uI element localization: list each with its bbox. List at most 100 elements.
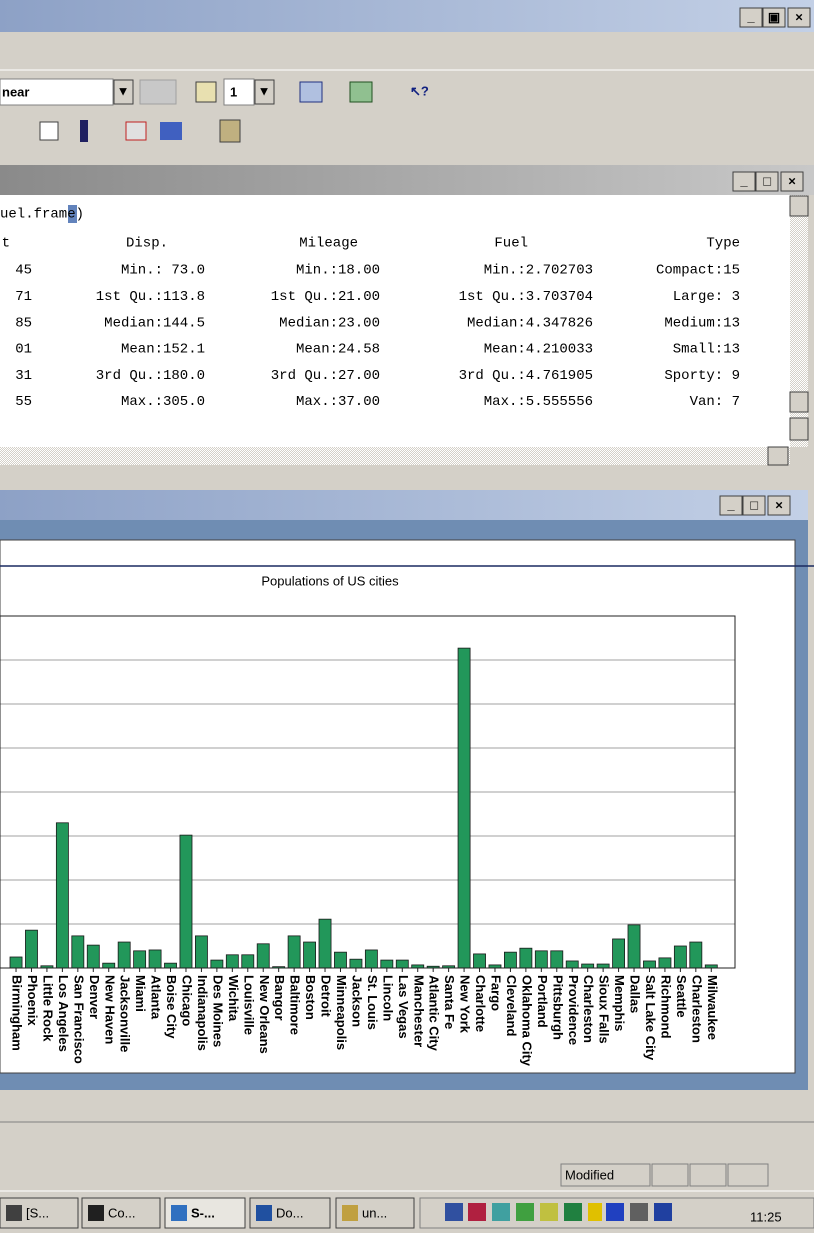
svg-text:□: □: [750, 497, 758, 512]
x-tick-label: Milwaukee: [705, 975, 720, 1040]
x-tick-label: Santa Fe: [442, 975, 457, 1029]
svg-text:×: ×: [775, 497, 783, 512]
x-tick-label: Charleston: [581, 975, 596, 1043]
summary-cell: Large: 3: [673, 289, 740, 305]
summary-cell: Sporty: 9: [664, 368, 740, 384]
task-label: [S...: [26, 1205, 49, 1220]
summary-cell: 1st Qu.:21.00: [271, 289, 380, 305]
window-buttons[interactable]: _ ▣ ×: [739, 7, 811, 28]
console-output: uel.frame) t Disp. Mileage Fuel Type 45 Min.: 7…: [0, 207, 740, 411]
summary-cell: 1st Qu.:3.703704: [459, 289, 593, 305]
graph-title-bar: [0, 490, 808, 520]
window-buttons[interactable]: _ □ ×: [719, 495, 791, 516]
summary-cell: Van: 7: [690, 394, 740, 410]
task-buttons: [S... Co... S-... Do... un...: [0, 1197, 415, 1229]
combo-arrow[interactable]: [254, 79, 275, 105]
graph-page: [0, 539, 796, 1074]
x-tick-label: Boston: [303, 975, 318, 1020]
x-tick-label: Baltimore: [288, 975, 303, 1035]
task-icon: [256, 1205, 272, 1221]
bar: [395, 959, 409, 969]
bar: [210, 959, 224, 969]
tool-button[interactable]: [39, 121, 59, 141]
title-bar: [0, 0, 814, 32]
page-combo[interactable]: [223, 78, 255, 106]
bar: [71, 935, 85, 969]
bar: [380, 959, 394, 969]
bar: [627, 924, 641, 969]
task-label: S-...: [191, 1205, 215, 1220]
tool-button[interactable]: [299, 81, 323, 103]
x-tick-label: Louisville: [241, 975, 256, 1035]
summary-cell: Median:144.5: [104, 315, 205, 331]
bar: [349, 958, 363, 969]
bar: [148, 949, 162, 969]
bar: [596, 963, 610, 969]
summary-cell: Mean:24.58: [296, 342, 380, 358]
bar: [473, 953, 486, 969]
status-pane: [689, 1163, 727, 1187]
x-tick-label: Cleveland: [504, 975, 519, 1036]
tool-button[interactable]: [160, 122, 182, 140]
combo-box[interactable]: [0, 78, 114, 106]
x-tick-label: Fargo: [489, 975, 504, 1011]
plot-frame: [0, 615, 736, 969]
bar: [364, 949, 378, 969]
svg-text:_: _: [739, 173, 748, 188]
x-tick-label: Atlantic City: [427, 975, 442, 1052]
bar: [241, 954, 255, 969]
summary-cell: 55: [15, 394, 32, 410]
console-line: uel.frame): [0, 207, 84, 223]
summary-cell: Mean:4.210033: [484, 342, 593, 358]
x-tick-label: Des Moines: [210, 975, 225, 1047]
tool-button[interactable]: [349, 81, 373, 103]
combo-arrow[interactable]: [113, 79, 134, 105]
bar: [256, 943, 270, 969]
column-header: t: [2, 236, 10, 252]
bar: [9, 956, 23, 969]
svg-text:▣: ▣: [768, 9, 780, 24]
x-tick-label: Seattle: [674, 975, 689, 1018]
window-buttons[interactable]: _ □ ×: [732, 171, 804, 192]
task-label: Do...: [276, 1205, 303, 1220]
bar: [673, 945, 687, 969]
x-tick-label: Providence: [566, 975, 581, 1045]
x-tick-label: Jackson: [349, 975, 364, 1027]
bar: [225, 954, 239, 969]
bar: [287, 935, 301, 969]
summary-cell: 1st Qu.:113.8: [96, 289, 205, 305]
tool-button[interactable]: [139, 79, 177, 105]
bar: [102, 962, 116, 969]
x-tick-label: Los Angeles: [56, 975, 71, 1052]
x-tick-label: Charleston: [689, 975, 704, 1043]
bar: [689, 941, 703, 969]
summary-cell: Max.:5.555556: [484, 394, 593, 410]
summary-cell: Mean:152.1: [121, 342, 205, 358]
chart-title: Populations of US cities: [261, 573, 399, 588]
tool-button[interactable]: [219, 119, 241, 143]
summary-cell: 01: [15, 342, 32, 358]
tool-button[interactable]: [80, 120, 88, 142]
bar: [194, 935, 208, 969]
summary-cell: Median:4.347826: [467, 315, 593, 331]
tool-button[interactable]: [125, 121, 147, 141]
bar: [334, 951, 347, 969]
help-button[interactable]: ↖?: [410, 83, 429, 98]
x-tick-label: Denver: [87, 975, 102, 1019]
summary-cell: 3rd Qu.:180.0: [96, 368, 205, 384]
svg-text:×: ×: [788, 173, 796, 188]
column-header: Fuel: [494, 236, 528, 252]
x-tick-label: Miami: [133, 975, 148, 1012]
bar: [658, 957, 672, 969]
summary-cell: Compact:15: [656, 263, 740, 279]
summary-cell: 71: [15, 289, 32, 305]
x-tick-label: Dallas: [628, 975, 643, 1013]
console-text-area[interactable]: [0, 195, 790, 447]
vertical-scrollbar[interactable]: [790, 195, 808, 447]
horizontal-scrollbar[interactable]: [0, 447, 790, 465]
summary-cell: Min.:2.702703: [484, 263, 593, 279]
tool-button[interactable]: [195, 81, 217, 103]
x-tick-label: New Haven: [102, 975, 117, 1044]
bar: [86, 944, 100, 969]
